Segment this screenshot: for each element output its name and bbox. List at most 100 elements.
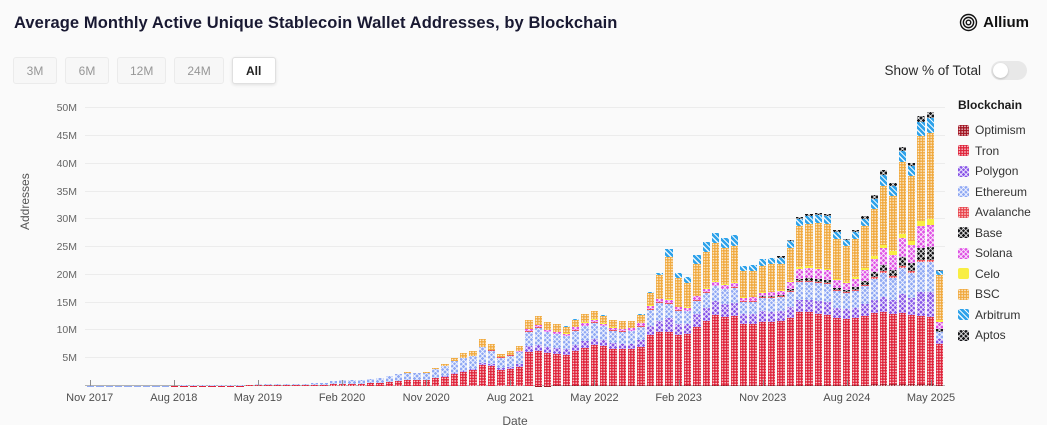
bar-segment-bsc bbox=[917, 136, 925, 222]
bar-segment-celo bbox=[711, 281, 720, 282]
bar-segment-bsc bbox=[404, 372, 412, 373]
bar-segment-bsc bbox=[777, 263, 785, 291]
bar-segment-solana bbox=[665, 299, 673, 303]
bar-segment-ethereum bbox=[422, 372, 431, 380]
bar-segment-polygon bbox=[767, 311, 776, 323]
bar-segment-tron bbox=[684, 334, 692, 386]
bar-segment-avalanche bbox=[684, 310, 692, 312]
legend-label: BSC bbox=[975, 287, 1000, 302]
bar-segment-bsc bbox=[590, 311, 599, 320]
chart-legend: Blockchain Optimism Tron Polygon Ethereum Av… bbox=[958, 98, 1044, 346]
range-button-3m[interactable]: 3M bbox=[13, 57, 57, 84]
bar-segment-ethereum bbox=[590, 322, 599, 339]
bar-segment-ethereum bbox=[245, 384, 253, 386]
legend-item-avalanche[interactable]: Avalanche bbox=[958, 202, 1044, 223]
bar-segment-tron bbox=[282, 385, 291, 386]
gridline-5m bbox=[85, 357, 945, 359]
range-button-12m[interactable]: 12M bbox=[117, 57, 167, 84]
bar-segment-tron bbox=[711, 315, 720, 385]
bar-segment-bsc bbox=[534, 316, 543, 326]
bar-segment-arbitrum bbox=[702, 241, 710, 252]
stacked-bar bbox=[170, 100, 179, 386]
range-button-6m[interactable]: 6M bbox=[65, 57, 109, 84]
bar-segment-celo bbox=[889, 251, 897, 255]
bar-segment-solana bbox=[861, 270, 869, 281]
legend-item-celo[interactable]: Celo bbox=[958, 264, 1044, 285]
x-tick-mark bbox=[342, 380, 344, 386]
bar-segment-celo bbox=[842, 281, 850, 284]
bar-segment-solana bbox=[618, 328, 627, 332]
legend-item-ethereum[interactable]: Ethereum bbox=[958, 182, 1044, 203]
y-tick-label: 50M bbox=[56, 102, 77, 115]
bar-segment-tron bbox=[245, 385, 253, 386]
x-tick-label: Aug 2018 bbox=[150, 392, 198, 404]
legend-swatch-celo bbox=[958, 268, 969, 280]
bar-segment-polygon bbox=[814, 301, 822, 314]
bar-segment-base bbox=[739, 300, 748, 302]
legend-item-solana[interactable]: Solana bbox=[958, 243, 1044, 264]
bar-segment-polygon bbox=[851, 307, 860, 319]
bar-segment-celo bbox=[767, 291, 776, 293]
bar-segment-polygon bbox=[684, 324, 692, 335]
bar-segment-base bbox=[814, 279, 822, 282]
bar-segment-ethereum bbox=[618, 331, 627, 344]
bar-segment-tron bbox=[851, 318, 860, 385]
stacked-bar bbox=[422, 100, 431, 386]
bar-segment-avalanche bbox=[609, 329, 617, 331]
bar-segment-tron bbox=[870, 313, 878, 385]
stacked-bar bbox=[721, 100, 729, 386]
bar-segment-solana bbox=[534, 325, 543, 328]
range-button-24m[interactable]: 24M bbox=[174, 57, 224, 84]
bar-segment-arbitrum bbox=[674, 273, 682, 278]
bar-segment-aptos bbox=[805, 214, 813, 217]
legend-item-tron[interactable]: Tron bbox=[958, 141, 1044, 162]
bar-segment-bsc bbox=[581, 314, 589, 323]
percent-of-total-toggle[interactable] bbox=[991, 61, 1027, 80]
stacked-bar bbox=[478, 100, 487, 386]
bar-segment-arbitrum bbox=[870, 198, 878, 209]
legend-swatch-tron bbox=[958, 145, 969, 157]
bar-segment-bsc bbox=[684, 282, 692, 308]
legend-item-optimism[interactable]: Optimism bbox=[958, 120, 1044, 141]
bar-segment-solana bbox=[590, 319, 599, 323]
stacked-bar bbox=[581, 100, 589, 386]
bar-segment-bsc bbox=[889, 195, 897, 252]
bar-segment-ethereum bbox=[870, 278, 878, 300]
bar-segment-bsc bbox=[422, 372, 431, 373]
bar-segment-optimism bbox=[805, 384, 813, 386]
bar-segment-tron bbox=[730, 316, 738, 385]
legend-swatch-solana bbox=[958, 247, 969, 259]
bar-segment-polygon bbox=[805, 300, 813, 313]
bar-segment-base bbox=[758, 296, 766, 298]
bar-segment-polygon bbox=[600, 340, 608, 347]
bar-segment-polygon bbox=[842, 309, 850, 320]
bar-segment-aptos bbox=[833, 230, 841, 232]
bar-segment-tron bbox=[581, 347, 589, 386]
bar-segment-optimism bbox=[618, 385, 627, 386]
legend-item-polygon[interactable]: Polygon bbox=[958, 161, 1044, 182]
bar-segment-ethereum bbox=[833, 291, 841, 308]
range-button-all[interactable]: All bbox=[231, 57, 276, 84]
bar-segment-aptos bbox=[935, 269, 944, 271]
bar-segment-avalanche bbox=[674, 310, 682, 311]
bar-segment-avalanche bbox=[814, 281, 822, 284]
bar-segment-tron bbox=[814, 313, 822, 385]
bar-segment-solana bbox=[646, 305, 655, 309]
legend-item-aptos[interactable]: Aptos bbox=[958, 325, 1044, 346]
bar-segment-arbitrum bbox=[534, 315, 543, 317]
bar-segment-aptos bbox=[851, 230, 860, 232]
bar-segment-solana bbox=[730, 283, 738, 287]
bar-segment-avalanche bbox=[516, 351, 524, 353]
bar-segment-base bbox=[767, 296, 776, 298]
legend-item-base[interactable]: Base bbox=[958, 223, 1044, 244]
bar-segment-celo bbox=[870, 255, 878, 259]
bar-segment-optimism bbox=[870, 384, 878, 386]
bar-segment-tron bbox=[441, 376, 449, 386]
bar-segment-base bbox=[935, 329, 944, 332]
bar-segment-aptos bbox=[777, 256, 785, 258]
legend-swatch-aptos bbox=[958, 329, 969, 341]
bar-segment-polygon bbox=[609, 343, 617, 349]
bar-segment-ethereum bbox=[758, 298, 766, 312]
legend-item-bsc[interactable]: BSC bbox=[958, 284, 1044, 305]
legend-item-arbitrum[interactable]: Arbitrum bbox=[958, 305, 1044, 326]
